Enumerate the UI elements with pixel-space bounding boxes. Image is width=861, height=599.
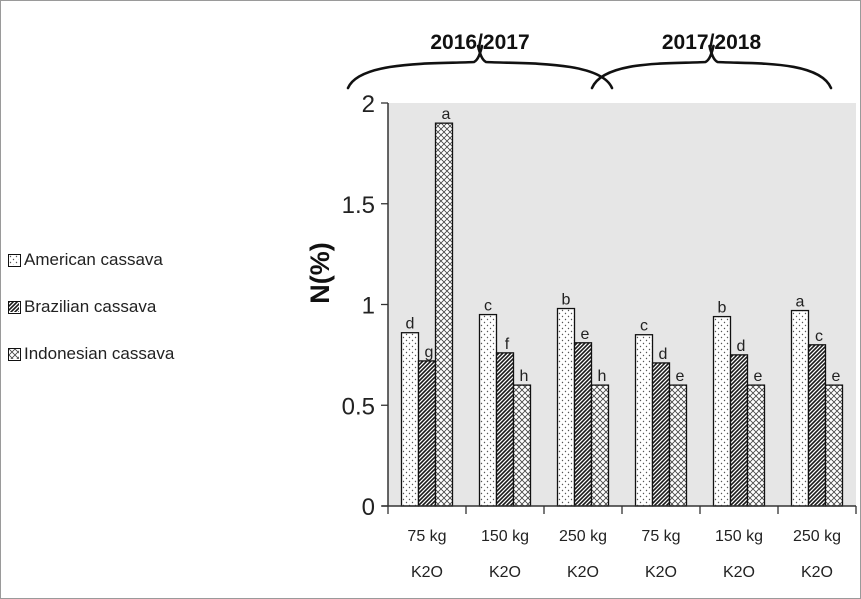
bar-diagonal: [729, 354, 749, 507]
bar-crosshatch: [590, 384, 610, 507]
significance-letter: b: [718, 300, 727, 317]
x-tick-label: K2O: [645, 564, 677, 581]
x-tick-label: K2O: [567, 564, 599, 581]
x-tick-label: 150 kg: [481, 528, 529, 545]
bar-diagonal: [573, 342, 593, 507]
legend-label: American cassava: [24, 250, 163, 269]
group-label: 2017/2018: [662, 31, 762, 54]
axes-layer: [381, 102, 857, 514]
group-brace: [590, 44, 833, 90]
y-axis-title: N(%): [305, 242, 335, 304]
significance-letter: e: [676, 368, 685, 385]
significance-letter: h: [598, 368, 607, 385]
significance-letter: f: [505, 336, 510, 353]
legend-label: Brazilian cassava: [24, 297, 157, 316]
x-tick-label: 75 kg: [407, 528, 446, 545]
legend-label: Indonesian cassava: [24, 344, 175, 363]
significance-letter: e: [581, 326, 590, 343]
significance-letter: e: [832, 368, 841, 385]
significance-letter: d: [406, 316, 415, 333]
bar-dots: [556, 307, 576, 507]
legend-item: Brazilian cassava: [8, 294, 174, 320]
bar-dots: [634, 334, 654, 507]
legend: American cassava Brazilian cassava Indones…: [8, 247, 174, 388]
bars-layer: [400, 122, 844, 507]
x-tick-label: K2O: [801, 564, 833, 581]
significance-letter: h: [520, 368, 529, 385]
legend-item: American cassava: [8, 247, 174, 273]
significance-letter: a: [796, 294, 805, 311]
bar-crosshatch: [434, 122, 454, 507]
bar-dots: [712, 315, 732, 507]
significance-letter: c: [640, 318, 648, 335]
bar-dots: [400, 332, 420, 507]
significance-letter: c: [815, 328, 823, 345]
bar-crosshatch: [824, 384, 844, 507]
x-tick-label: 250 kg: [559, 528, 607, 545]
y-tick-label: 2: [362, 91, 375, 118]
significance-letter: d: [737, 338, 746, 355]
x-tick-label: K2O: [411, 564, 443, 581]
x-tick-label: 250 kg: [793, 528, 841, 545]
x-tick-label: K2O: [489, 564, 521, 581]
legend-swatch: [8, 300, 21, 314]
significance-letter: a: [442, 106, 451, 123]
bar-diagonal: [417, 360, 437, 507]
legend-item: Indonesian cassava: [8, 341, 174, 367]
legend-swatch: [8, 347, 21, 361]
x-tick-label: 150 kg: [715, 528, 763, 545]
significance-letter: b: [562, 292, 571, 309]
bar-diagonal: [807, 344, 827, 507]
y-tick-label: 1.5: [342, 192, 375, 219]
significance-letter: c: [484, 298, 492, 315]
significance-letter: d: [659, 346, 668, 363]
y-tick-label: 0: [362, 494, 375, 521]
bar-crosshatch: [746, 384, 766, 507]
bar-diagonal: [651, 362, 671, 507]
bar-dots: [478, 313, 498, 507]
legend-swatch: [8, 253, 21, 267]
bar-crosshatch: [512, 384, 532, 507]
y-tick-label: 0.5: [342, 393, 375, 420]
bar-dots: [790, 309, 810, 507]
group-label: 2016/2017: [430, 31, 529, 54]
plot-area: [388, 103, 856, 506]
x-tick-label: K2O: [723, 564, 755, 581]
significance-letter: g: [425, 344, 434, 361]
x-tick-label: 75 kg: [641, 528, 680, 545]
group-brace: [346, 44, 614, 90]
significance-letter: e: [754, 368, 763, 385]
bar-crosshatch: [668, 384, 688, 507]
y-tick-label: 1: [362, 293, 375, 320]
bar-diagonal: [495, 352, 515, 507]
